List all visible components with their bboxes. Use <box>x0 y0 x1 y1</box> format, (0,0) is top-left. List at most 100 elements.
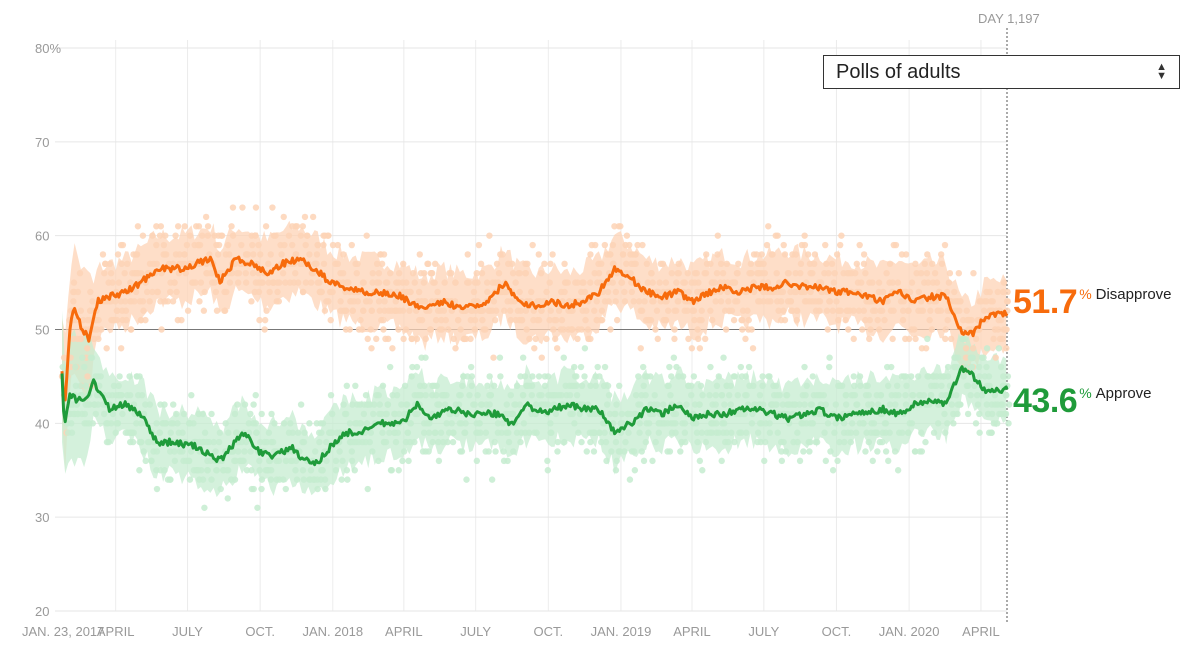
disapprove-poll-dot <box>400 335 407 343</box>
approve-poll-dot <box>569 410 576 418</box>
disapprove-poll-dot <box>801 232 808 239</box>
disapprove-poll-dot <box>748 326 755 333</box>
x-tick-label: JAN. 2018 <box>302 624 363 639</box>
approve-poll-dot <box>79 354 86 361</box>
approve-poll-dot <box>138 420 145 427</box>
disapprove-poll-dot <box>712 298 719 305</box>
disapprove-poll-dot <box>781 316 789 324</box>
disapprove-poll-dot <box>156 232 164 239</box>
approve-poll-dot <box>856 373 864 380</box>
approve-poll-dot <box>532 401 540 408</box>
approve-poll-dot <box>319 420 327 427</box>
disapprove-poll-dot <box>583 307 590 314</box>
approve-poll-dot <box>725 391 733 399</box>
disapprove-poll-dot <box>701 335 709 343</box>
disapprove-poll-dot <box>810 260 818 268</box>
approve-poll-dot <box>934 420 942 427</box>
disapprove-poll-dot <box>883 270 890 277</box>
approve-poll-dot <box>528 391 535 399</box>
disapprove-poll-dot <box>775 307 782 314</box>
approve-poll-dot <box>366 438 373 446</box>
approve-poll-dot <box>129 438 137 446</box>
disapprove-poll-dot <box>842 316 849 324</box>
disapprove-poll-dot <box>363 232 370 239</box>
disapprove-poll-dot <box>664 307 672 314</box>
approve-poll-dot <box>721 401 728 408</box>
poll-filter-select[interactable]: Polls of adults ▲ ▼ <box>823 55 1180 89</box>
approve-poll-dot <box>188 391 195 399</box>
disapprove-poll-dot <box>807 288 814 296</box>
disapprove-poll-dot <box>611 223 618 230</box>
disapprove-poll-dot <box>402 326 410 333</box>
x-tick-label: JULY <box>460 624 491 639</box>
disapprove-poll-dot <box>685 288 692 296</box>
disapprove-poll-dot <box>558 316 566 324</box>
disapprove-poll-dot <box>242 279 250 286</box>
disapprove-poll-dot <box>698 316 705 324</box>
disapprove-poll-dot <box>471 316 479 324</box>
disapprove-poll-dot <box>173 288 180 296</box>
approve-poll-dot <box>713 382 721 389</box>
approve-poll-dot <box>375 391 382 399</box>
disapprove-poll-dot <box>214 251 222 258</box>
approve-poll-dot <box>801 401 808 408</box>
approve-poll-dot <box>437 429 445 436</box>
disapprove-poll-dot <box>160 241 168 249</box>
approve-poll-dot <box>267 476 275 483</box>
approve-poll-dot <box>723 429 730 436</box>
disapprove-poll-dot <box>127 279 134 286</box>
disapprove-poll-dot <box>689 307 696 314</box>
approve-poll-dot <box>161 401 168 408</box>
approve-poll-dot <box>185 457 192 465</box>
approve-poll-dot <box>918 429 925 436</box>
disapprove-poll-dot <box>760 260 767 268</box>
approve-poll-dot <box>626 476 634 483</box>
disapprove-poll-dot <box>725 298 732 305</box>
approve-poll-dot <box>403 401 410 408</box>
approve-poll-dot <box>544 457 551 465</box>
approve-poll-dot <box>199 410 206 418</box>
approve-poll-dot <box>983 363 990 371</box>
disapprove-poll-dot <box>263 307 270 314</box>
approve-poll-dot <box>652 438 659 446</box>
approve-poll-dot <box>665 382 672 389</box>
approve-poll-dot <box>621 448 628 455</box>
approve-poll-dot <box>902 373 909 380</box>
disapprove-percent-sign: % <box>1079 286 1092 302</box>
approve-poll-dot <box>436 401 443 408</box>
approve-end-label: 43.6 % Approve <box>1013 384 1152 418</box>
disapprove-poll-dot <box>395 326 402 333</box>
approve-poll-dot <box>980 354 987 361</box>
disapprove-poll-dot <box>924 279 932 286</box>
approve-poll-dot <box>826 363 833 371</box>
approve-poll-dot <box>133 420 140 427</box>
disapprove-poll-dot <box>1000 279 1008 286</box>
disapprove-poll-dot <box>866 335 873 343</box>
disapprove-poll-dot <box>926 316 933 324</box>
disapprove-poll-dot <box>543 335 550 343</box>
disapprove-poll-dot <box>478 270 486 277</box>
disapprove-poll-dot <box>103 345 110 352</box>
disapprove-poll-dot <box>707 260 714 268</box>
approve-poll-dot <box>907 373 915 380</box>
disapprove-poll-dot <box>714 232 722 239</box>
disapprove-poll-dot <box>962 345 970 352</box>
approve-poll-dot <box>307 467 315 474</box>
approve-poll-dot <box>794 429 801 436</box>
approve-poll-dot <box>510 448 517 455</box>
approve-poll-dot <box>408 373 415 380</box>
disapprove-poll-dot <box>261 316 269 324</box>
disapprove-poll-dot <box>714 251 721 258</box>
disapprove-poll-dot <box>86 316 93 324</box>
approve-poll-dot <box>869 457 876 465</box>
disapprove-poll-dot <box>228 223 235 230</box>
disapprove-poll-dot <box>109 279 116 286</box>
disapprove-poll-dot <box>811 251 819 258</box>
disapprove-poll-dot <box>295 279 302 286</box>
disapprove-poll-dot <box>598 260 605 268</box>
approve-poll-dot <box>576 410 583 418</box>
disapprove-poll-dot <box>615 223 623 230</box>
approve-poll-dot <box>640 457 648 465</box>
disapprove-poll-dot <box>378 260 386 268</box>
approve-poll-dot <box>575 429 582 436</box>
